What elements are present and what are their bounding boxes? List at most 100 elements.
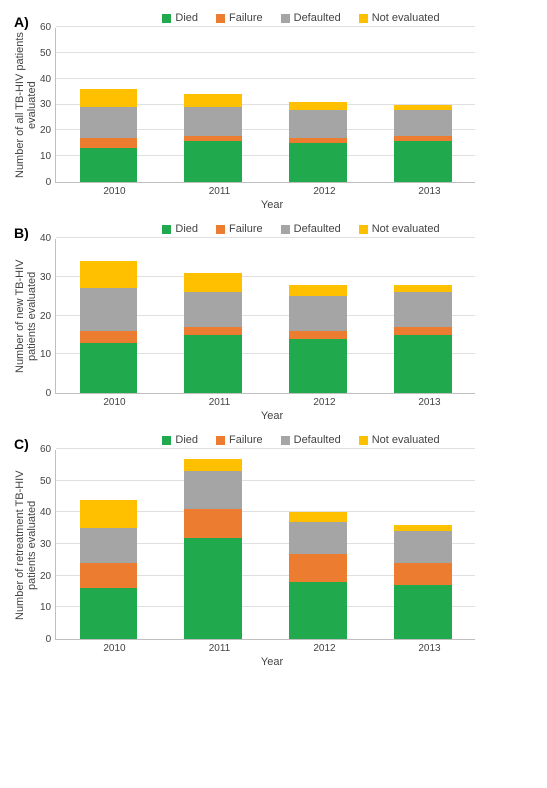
y-axis-label: Number of retreatment TB-HIV patients ev… [12,450,40,640]
x-tick: 2013 [377,643,482,654]
legend-item-died: Died [162,434,198,446]
segment-failure [184,509,242,538]
failure-swatch [216,225,225,234]
plot-area [55,450,475,640]
segment-defaulted [184,471,242,509]
segment-failure [80,563,138,588]
segment-died [394,141,452,182]
legend-label: Defaulted [294,12,341,24]
legend-item-defaulted: Defaulted [281,12,341,24]
segment-died [394,335,452,393]
segment-defaulted [184,107,242,135]
legend-item-failure: Failure [216,223,263,235]
segment-died [394,585,452,639]
grid-line [56,448,475,449]
segment-failure [289,554,347,583]
segment-failure [289,331,347,339]
bar-group-2013 [370,525,475,639]
legend-item-not_evaluated: Not evaluated [359,12,440,24]
x-tick: 2010 [62,397,167,408]
chart-wrap: Number of all TB-HIV patients evaluated6… [12,28,535,211]
grid-line [56,237,475,238]
bar-stack [80,261,138,393]
x-tick: 2010 [62,643,167,654]
segment-not_evaluated [80,89,138,107]
segment-died [80,343,138,393]
bar-group-2012 [266,512,371,639]
segment-defaulted [394,531,452,563]
segment-failure [184,327,242,335]
legend: DiedFailureDefaultedNot evaluated [67,223,535,235]
bar-stack [184,459,242,639]
bar-group-2010 [56,500,161,639]
x-tick: 2012 [272,643,377,654]
segment-not_evaluated [289,285,347,297]
segment-died [289,582,347,639]
segment-died [184,335,242,393]
not_evaluated-swatch [359,225,368,234]
plot-area [55,28,475,183]
segment-failure [80,331,138,343]
segment-defaulted [184,292,242,327]
legend-item-not_evaluated: Not evaluated [359,223,440,235]
chart-wrap: Number of new TB-HIV patients evaluated4… [12,239,535,422]
legend-label: Failure [229,12,263,24]
bar-stack [184,273,242,393]
legend-label: Died [175,223,198,235]
segment-not_evaluated [289,512,347,522]
defaulted-swatch [281,14,290,23]
x-axis-label: Year [62,656,482,668]
panel-a: A)DiedFailureDefaultedNot evaluatedNumbe… [12,12,535,211]
segment-not_evaluated [80,261,138,288]
x-tick: 2012 [272,397,377,408]
segment-died [80,148,138,182]
plot-area [55,239,475,394]
chart-wrap: Number of retreatment TB-HIV patients ev… [12,450,535,668]
died-swatch [162,14,171,23]
bar-group-2013 [370,285,475,394]
y-axis-label: Number of all TB-HIV patients evaluated [12,28,40,183]
x-tick: 2011 [167,186,272,197]
segment-defaulted [80,107,138,138]
legend-label: Died [175,12,198,24]
defaulted-swatch [281,436,290,445]
x-tick: 2010 [62,186,167,197]
segment-not_evaluated [184,459,242,472]
legend-label: Died [175,434,198,446]
legend: Died Failure Defaulted Not evaluated [67,434,535,446]
not_evaluated-swatch [359,14,368,23]
y-axis-label: Number of new TB-HIV patients evaluated [12,239,40,394]
legend-label: Defaulted [294,434,341,446]
segment-died [289,339,347,393]
died-swatch [162,436,171,445]
legend-item-failure: Failure [216,434,263,446]
plot-column: 60504030201002010201120122013Year [40,450,482,668]
x-tick: 2011 [167,397,272,408]
grid-line [56,26,475,27]
x-ticks: 2010201120122013 [62,397,482,408]
legend-label: Not evaluated [372,434,440,446]
segment-defaulted [289,522,347,554]
bar-stack [394,525,452,639]
plot-row: 403020100 [40,239,482,394]
bar-stack [394,105,452,182]
segment-died [184,538,242,639]
legend-item-died: Died [162,12,198,24]
bar-group-2010 [56,89,161,182]
legend-item-failure: Failure [216,12,263,24]
legend-label: Not evaluated [372,223,440,235]
bar-group-2012 [266,285,371,394]
bar-group-2012 [266,102,371,182]
bar-group-2011 [161,94,266,182]
legend-label: Not evaluated [372,12,440,24]
legend: Died Failure Defaulted Not evaluated [67,12,535,24]
segment-defaulted [394,110,452,136]
bars-container [56,450,475,639]
died-swatch [162,225,171,234]
legend-label: Failure [229,434,263,446]
segment-not_evaluated [184,273,242,292]
y-ticks: 403020100 [40,239,55,394]
segment-not_evaluated [184,94,242,107]
bar-stack [289,285,347,394]
x-axis-label: Year [62,410,482,422]
